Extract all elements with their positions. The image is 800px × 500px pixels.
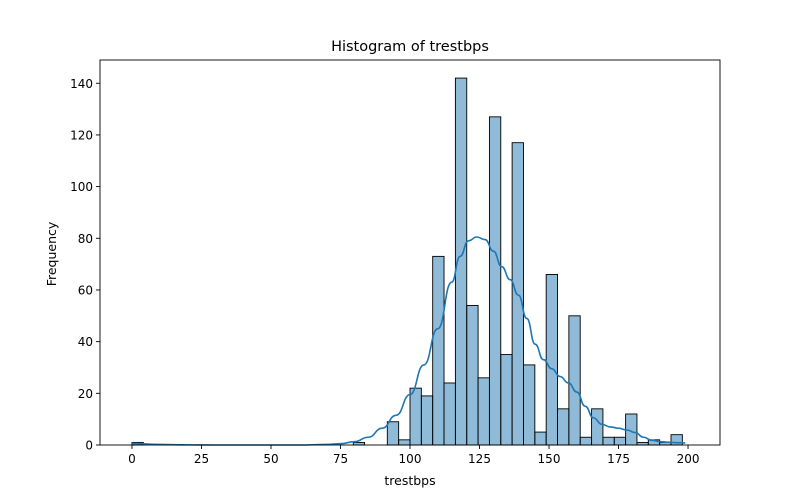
y-tick-label: 60 bbox=[78, 283, 93, 297]
axes-frame bbox=[99, 59, 721, 446]
y-tick-label: 0 bbox=[85, 439, 93, 453]
y-tick-label: 40 bbox=[78, 335, 93, 349]
y-tick-label: 20 bbox=[78, 387, 93, 401]
histogram-bar bbox=[545, 274, 558, 446]
x-tick-label: 25 bbox=[194, 452, 209, 466]
y-tick-label: 140 bbox=[70, 77, 93, 91]
y-axis-ticks: 0 20 40 60 80 100 120 140 bbox=[70, 77, 100, 453]
kde-curve bbox=[131, 236, 686, 446]
x-tick-label: 0 bbox=[128, 452, 136, 466]
histogram-bar bbox=[409, 387, 422, 446]
x-axis-label: trestbps bbox=[384, 473, 435, 488]
x-tick-label: 100 bbox=[399, 452, 422, 466]
histogram-bar bbox=[557, 408, 570, 446]
histogram-bar bbox=[488, 116, 502, 446]
histogram-bar bbox=[432, 255, 445, 446]
chart-title: Histogram of trestbps bbox=[331, 39, 489, 55]
histogram-bar bbox=[602, 436, 615, 446]
bars-group bbox=[131, 77, 683, 446]
x-tick-label: 150 bbox=[538, 452, 561, 466]
histogram-bar bbox=[613, 436, 627, 446]
histogram-bar bbox=[398, 439, 411, 446]
histogram-bar bbox=[511, 142, 524, 446]
x-tick-label: 200 bbox=[677, 452, 700, 466]
x-tick-label: 125 bbox=[468, 452, 491, 466]
histogram-bar bbox=[386, 421, 400, 446]
y-tick-label: 80 bbox=[78, 232, 93, 246]
histogram-bar bbox=[523, 364, 536, 446]
x-tick-label: 75 bbox=[333, 452, 348, 466]
histogram-bar bbox=[534, 431, 547, 446]
histogram-bar bbox=[443, 382, 456, 446]
x-tick-label: 50 bbox=[263, 452, 278, 466]
histogram-bar bbox=[466, 305, 479, 446]
x-axis-ticks: 0 25 50 75 100 125 150 175 200 bbox=[128, 445, 699, 466]
histogram-bar bbox=[500, 354, 513, 446]
histogram-bar bbox=[579, 436, 593, 446]
y-tick-label: 100 bbox=[70, 180, 93, 194]
y-axis-label: Frequency bbox=[44, 221, 59, 286]
histogram-bar bbox=[420, 395, 434, 446]
histogram-bar bbox=[477, 377, 490, 446]
x-tick-label: 175 bbox=[607, 452, 630, 466]
y-tick-label: 120 bbox=[70, 128, 93, 142]
histogram-bar bbox=[568, 315, 581, 446]
histogram-bar bbox=[591, 408, 604, 446]
